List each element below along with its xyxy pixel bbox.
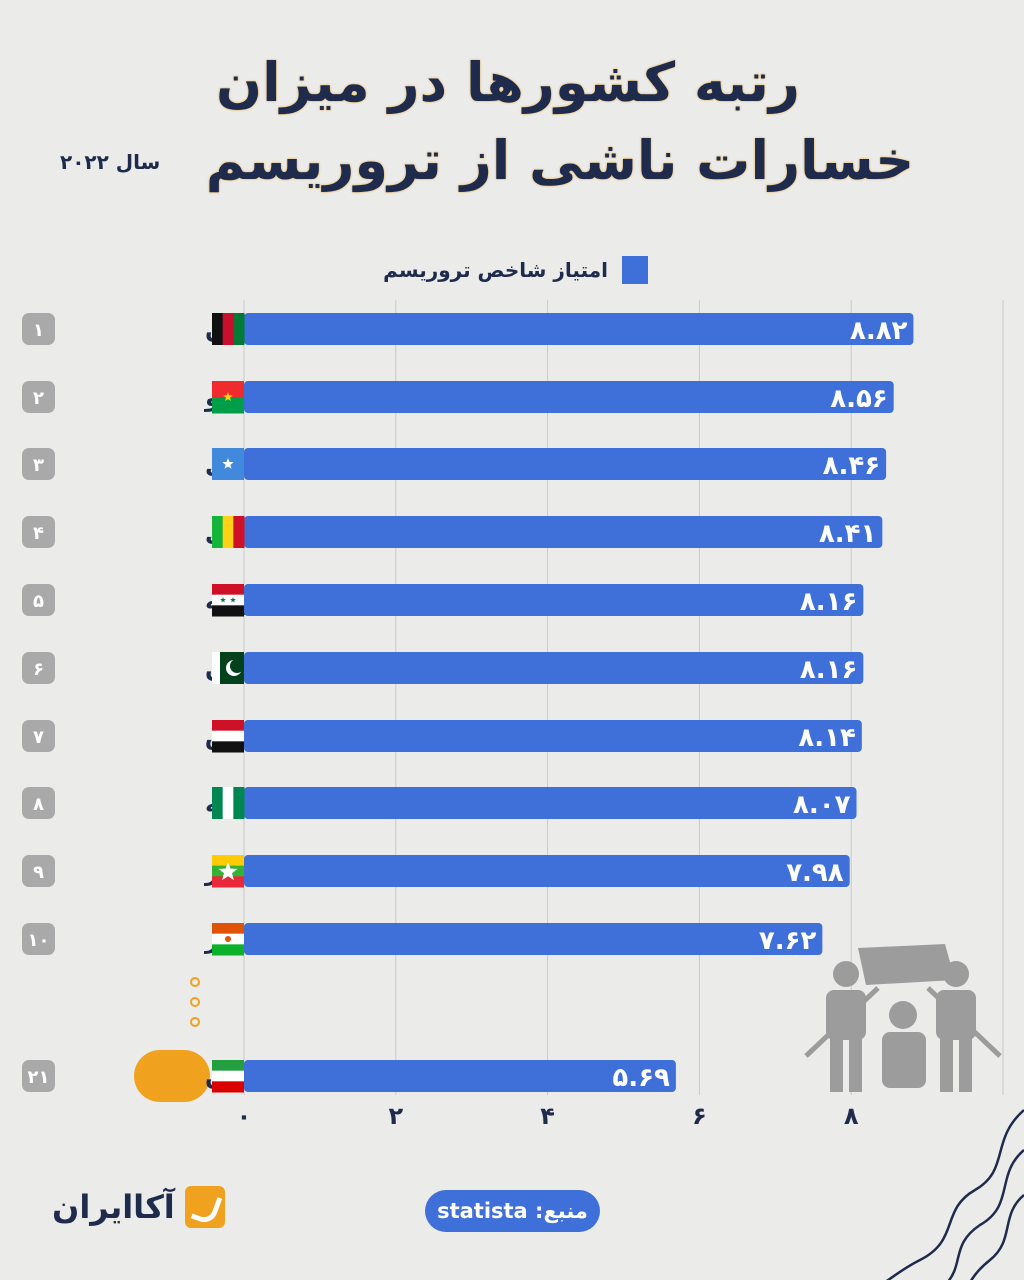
bar (244, 1060, 676, 1092)
bar (244, 652, 864, 684)
flag-iran-icon (212, 1060, 244, 1093)
x-tick-label: ۶ (692, 1102, 707, 1130)
flag-afghanistan-icon (212, 313, 245, 345)
rank-badge (22, 516, 55, 548)
rank-label: ۹ (33, 862, 44, 883)
bar-value-label: ۵.۶۹ (612, 1063, 670, 1093)
bar-value-label: ۷.۶۲ (759, 926, 817, 956)
flag-mali-icon (212, 516, 245, 548)
flag-burkina-faso-icon (212, 381, 244, 414)
rank-badge (22, 652, 55, 684)
source-badge: منبع: statista (425, 1190, 600, 1232)
bar-value-label: ۸.۸۲ (850, 316, 908, 346)
flag-iraq-icon (212, 720, 244, 753)
bar-row-pakistan: ۶پاکستان۸.۱۶ (22, 652, 864, 685)
star-icon (230, 597, 236, 603)
akairan-logo: آکاایران (52, 1186, 225, 1228)
rank-label: ۳ (33, 455, 44, 476)
bar-row-iraq: ۷عراق۸.۱۴ (22, 720, 862, 753)
bar-value-label: ۷.۹۸ (786, 858, 844, 888)
bar (244, 923, 823, 955)
wave-decoration (885, 1109, 1024, 1280)
bar (244, 448, 887, 480)
rank-label: ۸ (33, 794, 44, 815)
rank-label: ۴ (33, 523, 44, 544)
rank-badge (22, 787, 55, 819)
flag-myanmar-icon (212, 855, 244, 888)
x-tick-label: ۰ (237, 1102, 252, 1130)
rank-label: ۱۰ (28, 930, 50, 951)
x-tick-label: ۲ (388, 1102, 403, 1130)
bar-row-niger: ۱۰نیجر۷.۶۲ (22, 923, 823, 956)
bar-row-mali: ۴مالی۸.۴۱ (22, 516, 883, 549)
rank-label: ۷ (33, 727, 44, 748)
rank-label: ۲ (33, 388, 44, 409)
logo-mark-icon (184, 1186, 225, 1228)
rank-badge (22, 1060, 55, 1092)
rank-badge (22, 855, 55, 887)
bar-value-label: ۸.۱۶ (800, 655, 857, 685)
terrorists-hostage-icon (804, 944, 1002, 1092)
flag-pakistan-icon (212, 652, 244, 684)
flag-syria-icon (212, 584, 244, 617)
bar-row-myanmar: ۹میانمار۷.۹۸ (22, 855, 850, 888)
bar-value-label: ۸.۱۴ (798, 723, 855, 753)
title-line-1: رتبه کشورها در میزان (215, 51, 801, 114)
bar-value-label: ۸.۴۱ (819, 519, 876, 549)
star-icon (220, 597, 226, 603)
bar (244, 720, 862, 752)
bar (244, 516, 883, 548)
ellipsis-dots (190, 977, 200, 1027)
rank-badge (22, 448, 55, 480)
rank-label: ۵ (33, 591, 44, 612)
rank-label: ۱ (33, 320, 44, 341)
star-icon (222, 458, 234, 469)
x-tick-label: ۴ (540, 1102, 555, 1130)
flag-somalia-icon (212, 448, 244, 480)
bar-row-burkina-faso: ۲بورکینافاسو۸.۵۶ (22, 381, 894, 414)
flag-nigeria-icon (212, 787, 245, 819)
bar-row-somalia: ۳سومالی۸.۴۶ (22, 448, 887, 481)
legend-label: امتیاز شاخص تروریسم (383, 258, 608, 282)
bar-value-label: ۸.۴۶ (823, 451, 880, 481)
rank-badge (22, 720, 55, 752)
bar (244, 313, 914, 345)
rank-badge (22, 381, 55, 413)
x-tick-label: ۸ (844, 1102, 859, 1130)
bar (244, 787, 857, 819)
rank-badge (22, 584, 55, 616)
legend: امتیاز شاخص تروریسم (376, 256, 648, 284)
bar-row-afghanistan: ۱افغانستان۸.۸۲ (22, 313, 914, 346)
bar-value-label: ۸.۵۶ (830, 384, 887, 414)
star-icon (223, 392, 233, 401)
bar-row-iran: ۲۱ایران۵.۶۹ (22, 1050, 676, 1102)
flag-niger-icon (212, 923, 244, 956)
rank-label: ۲۱ (28, 1067, 50, 1088)
highlight-badge (134, 1050, 210, 1102)
title-line-2: خسارات ناشی از تروریسم (205, 129, 915, 192)
bar (244, 855, 850, 887)
bar-row-syria: ۵سوریه۸.۱۶ (22, 584, 864, 617)
year-label: سال ۲۰۲۲ (60, 150, 161, 174)
star-icon (218, 862, 238, 881)
rank-badge (22, 923, 55, 955)
legend-swatch (622, 256, 648, 284)
bar-value-label: ۸.۱۶ (800, 587, 857, 617)
rank-label: ۶ (33, 659, 44, 680)
bar (244, 584, 864, 616)
rank-badge (22, 313, 55, 345)
bar-value-label: ۸.۰۷ (793, 790, 851, 820)
logo-text: آکاایران (52, 1188, 175, 1226)
bar (244, 381, 894, 413)
bar-row-nigeria: ۸نیجریه۸.۰۷ (22, 787, 857, 820)
